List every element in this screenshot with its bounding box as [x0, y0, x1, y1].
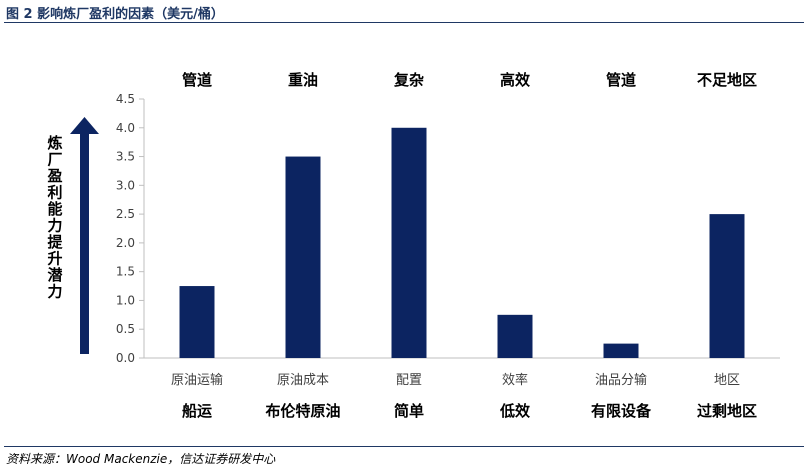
bottom-annotation: 过剩地区 — [697, 402, 757, 420]
y-label-char: 盈 — [46, 167, 62, 185]
top-annotation: 复杂 — [393, 71, 424, 89]
y-tick-label: 1.0 — [116, 293, 135, 307]
source-note: 资料来源：Wood Mackenzie，信达证券研发中心 — [6, 452, 276, 466]
y-label-char: 力 — [47, 283, 62, 301]
bottom-annotation: 低效 — [499, 402, 531, 420]
bottom-annotation: 布伦特原油 — [265, 402, 340, 420]
y-label-char: 升 — [47, 250, 62, 268]
bar — [497, 314, 533, 358]
y-label-char: 力 — [47, 217, 62, 235]
y-tick-label: 4.5 — [116, 92, 135, 106]
title-divider — [4, 22, 804, 23]
x-tick-label: 配置 — [396, 373, 422, 388]
x-tick-label: 效率 — [502, 372, 528, 388]
y-tick-label: 0.5 — [116, 322, 135, 336]
arrow-shaft — [80, 132, 89, 354]
y-label-char: 炼 — [47, 134, 62, 152]
axes — [143, 99, 780, 359]
bottom-annotation: 船运 — [182, 402, 212, 420]
figure-title: 图 2 影响炼厂盈利的因素（美元/桶） — [6, 7, 224, 22]
y-axis-ticks: 0.0 0.5 1.0 1.5 2.0 2.5 3.0 3.5 4.0 4.5 — [116, 92, 144, 365]
y-tick-label: 4.0 — [116, 121, 135, 135]
top-annotation: 不足地区 — [697, 71, 757, 89]
top-annotation: 管道 — [606, 71, 636, 89]
top-annotation: 管道 — [182, 71, 212, 89]
top-annotation: 重油 — [288, 71, 318, 89]
bar — [391, 127, 427, 359]
y-tick-label: 0.0 — [116, 351, 135, 365]
up-arrow-icon — [70, 117, 99, 354]
source-divider — [4, 446, 804, 447]
bars — [179, 127, 745, 359]
y-label-char: 提 — [47, 233, 63, 251]
x-tick-label: 原油运输 — [171, 372, 223, 388]
x-tick-label: 油品分输 — [595, 372, 647, 388]
y-tick-label: 3.0 — [116, 178, 135, 192]
x-tick-label: 地区 — [714, 373, 740, 388]
y-label-char: 利 — [47, 184, 62, 202]
bar — [285, 156, 321, 358]
bar — [603, 343, 639, 358]
y-label-char: 能 — [47, 200, 62, 218]
bar — [709, 214, 745, 358]
bottom-annotation: 有限设备 — [591, 402, 652, 420]
top-annotation: 高效 — [500, 71, 531, 89]
x-tick-label: 原油成本 — [277, 373, 329, 388]
y-tick-label: 2.0 — [116, 236, 135, 250]
y-tick-label: 2.5 — [116, 207, 135, 221]
y-label-char: 潜 — [47, 266, 63, 284]
bar — [179, 286, 215, 358]
bottom-annotation: 简单 — [394, 402, 424, 420]
y-tick-label: 1.5 — [116, 265, 135, 279]
y-label-char: 厂 — [47, 151, 62, 169]
y-tick-label: 3.5 — [116, 150, 135, 164]
arrow-head — [70, 117, 99, 134]
